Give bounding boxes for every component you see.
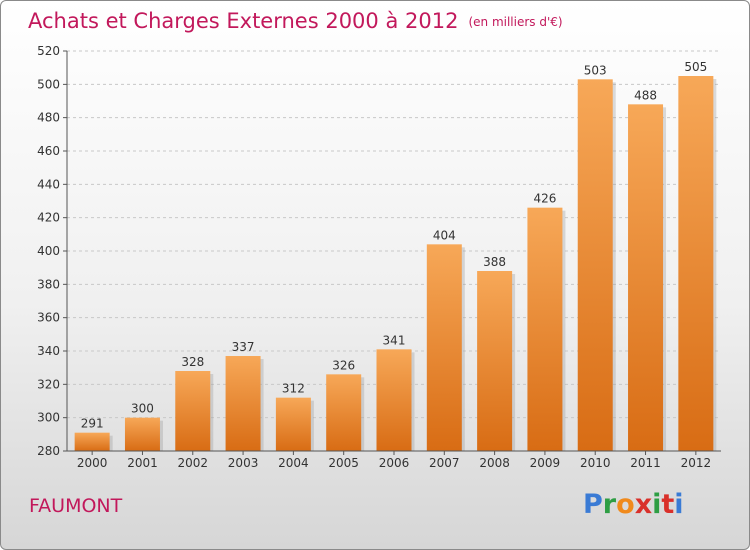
x-tick-label: 2002 <box>177 456 208 470</box>
bar-value-label: 426 <box>533 192 556 206</box>
y-tick-label: 480 <box>37 111 60 125</box>
bar <box>628 104 664 451</box>
logo-letter: x <box>634 489 653 520</box>
logo-letter: r <box>602 489 617 520</box>
bar <box>124 417 160 451</box>
y-tick-label: 500 <box>37 77 60 91</box>
x-tick-label: 2008 <box>479 456 510 470</box>
bar-value-label: 291 <box>81 417 104 431</box>
proxiti-logo: Proxiti <box>583 489 684 520</box>
bar-value-label: 505 <box>684 60 707 74</box>
x-tick-label: 2001 <box>127 456 158 470</box>
bar <box>376 349 412 451</box>
chart-subtitle: (en milliers d'€) <box>468 15 563 29</box>
y-tick-label: 320 <box>37 377 60 391</box>
x-tick-label: 2003 <box>228 456 259 470</box>
bars <box>74 76 717 451</box>
chart-title: Achats et Charges Externes 2000 à 2012 (e… <box>28 9 563 33</box>
y-tick-label: 440 <box>37 177 60 191</box>
y-tick-label: 520 <box>37 44 60 58</box>
x-tick-label: 2011 <box>630 456 661 470</box>
y-tick-label: 360 <box>37 311 60 325</box>
chart-title-text: Achats et Charges Externes 2000 à 2012 <box>28 9 459 33</box>
bar-value-label: 488 <box>634 88 657 102</box>
bar <box>74 432 110 451</box>
place-name: FAUMONT <box>29 495 123 517</box>
x-tick-label: 2005 <box>328 456 359 470</box>
bar-value-label: 300 <box>131 402 154 416</box>
bar <box>477 271 513 451</box>
x-tick-label: 2006 <box>379 456 410 470</box>
bar-value-label: 337 <box>232 340 255 354</box>
logo-letter: i <box>674 489 684 520</box>
y-tick-label: 460 <box>37 144 60 158</box>
y-axis: 280 300 320 340 360 380 400 420 440 460 480 500 520 <box>37 44 68 458</box>
x-tick-label: 2004 <box>278 456 309 470</box>
bar <box>175 371 211 451</box>
bar <box>275 397 311 451</box>
bar <box>678 76 714 451</box>
x-tick-label: 2010 <box>580 456 611 470</box>
bar <box>426 244 462 451</box>
bar <box>577 79 613 451</box>
logo-letter: i <box>652 489 662 520</box>
logo-letter: P <box>583 489 603 520</box>
x-axis: 2000 2001 2002 2003 2004 2005 2006 2007 2008 2009… <box>67 450 721 470</box>
bar-value-label: 326 <box>332 358 355 372</box>
x-tick-label: 2009 <box>530 456 561 470</box>
x-tick-label: 2000 <box>77 456 108 470</box>
y-tick-label: 420 <box>37 211 60 225</box>
x-tick-label: 2012 <box>681 456 712 470</box>
logo-letter: t <box>661 489 675 520</box>
y-tick-label: 340 <box>37 344 60 358</box>
bar-value-label: 312 <box>282 382 305 396</box>
bar <box>225 356 261 451</box>
bar-value-label: 404 <box>433 228 456 242</box>
bar-value-label: 341 <box>383 333 406 347</box>
y-tick-label: 300 <box>37 411 60 425</box>
bar-value-labels: 291 300 328 337 312 326 341 404 388 426 503 488 505 <box>81 60 708 431</box>
y-tick-label: 380 <box>37 277 60 291</box>
y-tick-label: 280 <box>37 444 60 458</box>
bar <box>527 207 563 451</box>
y-tick-label: 400 <box>37 244 60 258</box>
x-tick-label: 2007 <box>429 456 460 470</box>
bar-value-label: 328 <box>181 355 204 369</box>
bar-value-label: 388 <box>483 255 506 269</box>
bar <box>326 374 362 451</box>
logo-letter: o <box>616 489 635 520</box>
bar-value-label: 503 <box>584 63 607 77</box>
